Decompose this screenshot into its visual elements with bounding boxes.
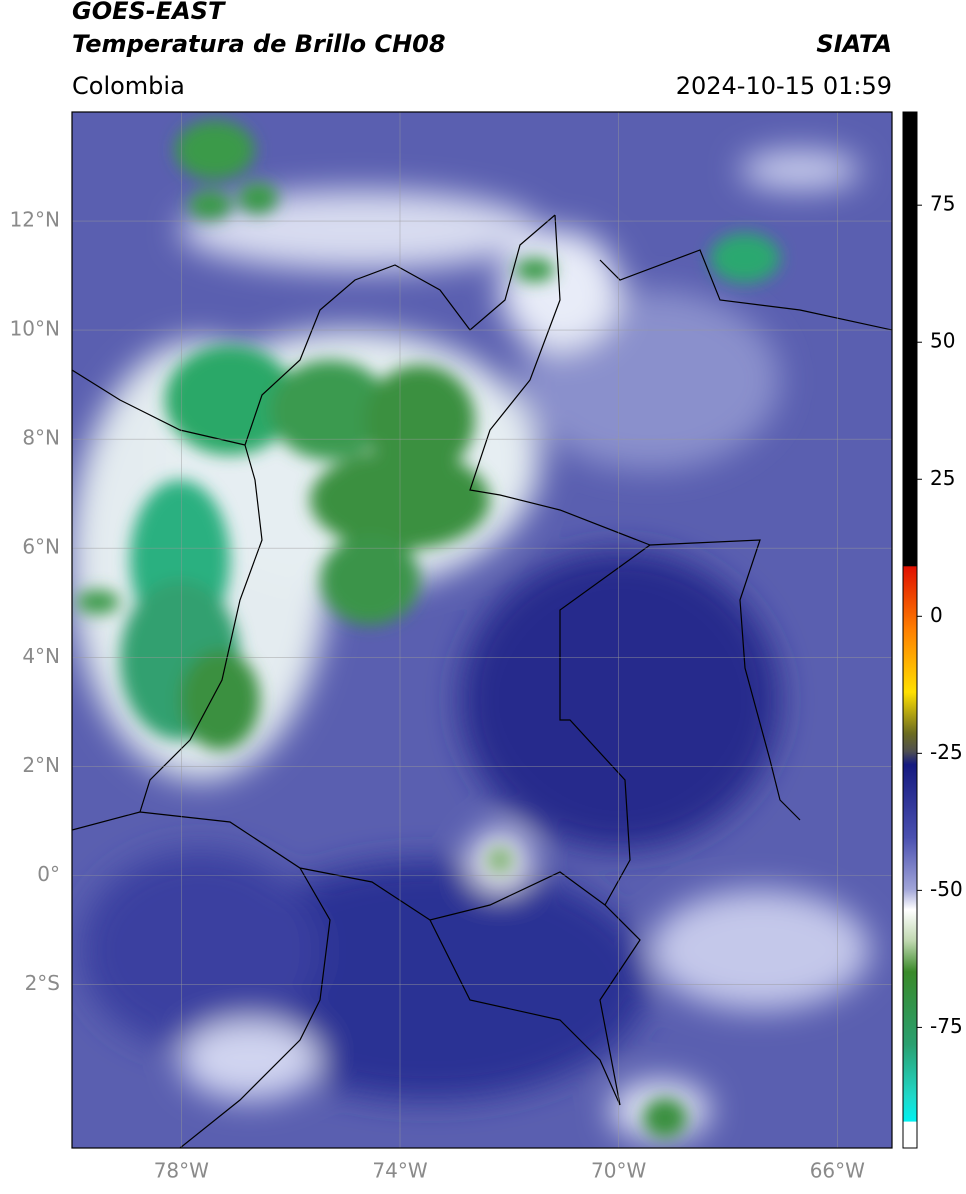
title: GOES-EAST bbox=[72, 0, 226, 25]
lat-label: 4°N bbox=[22, 644, 60, 668]
satellite-image bbox=[72, 112, 892, 1148]
colorbar-label: -25 bbox=[930, 740, 963, 764]
colorbar-label: 75 bbox=[930, 192, 955, 216]
lon-label: 74°W bbox=[372, 1159, 427, 1183]
colorbar-label: 0 bbox=[930, 603, 943, 627]
lon-label: 66°W bbox=[810, 1159, 865, 1183]
lat-label: 6°N bbox=[22, 535, 60, 559]
lon-label: 78°W bbox=[154, 1159, 209, 1183]
colorbar-label: -50 bbox=[930, 877, 963, 901]
lat-label: 2°N bbox=[22, 753, 60, 777]
lon-label: 70°W bbox=[591, 1159, 646, 1183]
lat-label: 12°N bbox=[10, 208, 60, 232]
colorbar-label: 50 bbox=[930, 329, 955, 353]
colorbar-label: -75 bbox=[930, 1014, 963, 1038]
region: Colombia bbox=[72, 72, 185, 100]
lat-label: 10°N bbox=[10, 317, 60, 341]
subtitle: Temperatura de Brillo CH08 bbox=[72, 30, 446, 58]
grid bbox=[72, 112, 892, 1148]
colorbar-label: 25 bbox=[930, 466, 955, 490]
datetime: 2024-10-15 01:59 bbox=[676, 72, 892, 100]
lat-label: 2°S bbox=[25, 971, 60, 995]
colorbar bbox=[902, 111, 918, 1149]
source: SIATA bbox=[816, 30, 892, 58]
lat-label: 0° bbox=[37, 862, 60, 886]
map-frame bbox=[71, 111, 893, 1149]
lat-label: 8°N bbox=[22, 426, 60, 450]
